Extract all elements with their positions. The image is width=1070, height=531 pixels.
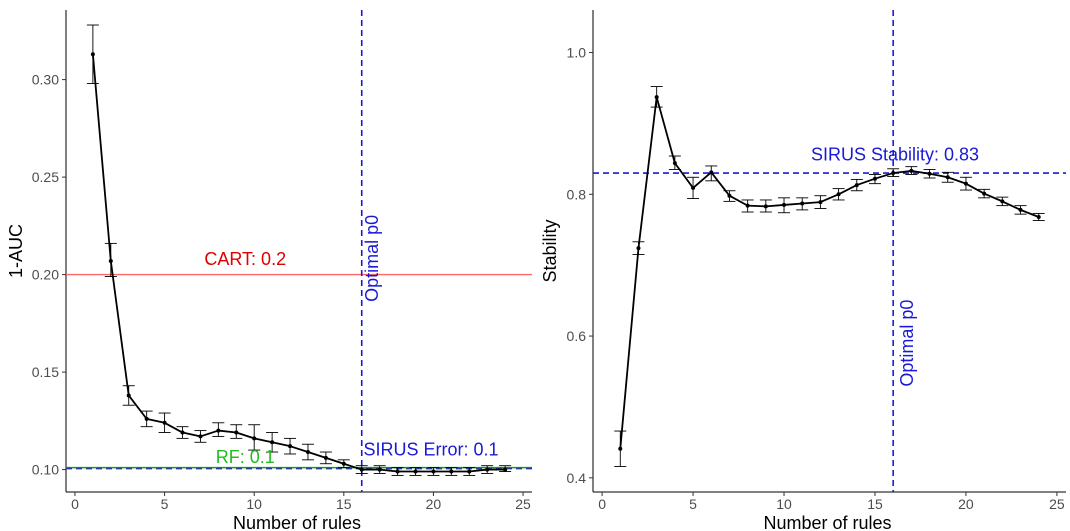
data-point [359, 467, 364, 472]
data-point [90, 52, 95, 57]
data-point [618, 446, 623, 451]
data-point [413, 469, 418, 474]
data-point [503, 467, 508, 472]
y-tick-label: 0.6 [567, 328, 587, 344]
x-tick-label: 5 [161, 496, 169, 512]
x-tick-label: 15 [867, 496, 883, 512]
y-tick-label: 0.15 [32, 364, 59, 380]
annotation-label: Optimal p0 [362, 215, 382, 302]
data-point [1018, 207, 1023, 212]
data-point [162, 420, 167, 425]
data-point [854, 183, 859, 188]
data-point [305, 450, 310, 455]
data-point [467, 469, 472, 474]
data-point [431, 469, 436, 474]
series-line [91, 54, 506, 473]
annotation-label: CART: 0.2 [204, 249, 286, 269]
data-point [891, 171, 896, 176]
annotation-label: SIRUS Stability: 0.83 [811, 144, 979, 164]
data-point [270, 440, 275, 445]
data-point [818, 200, 823, 205]
x-tick-label: 0 [71, 496, 79, 512]
data-point [1036, 214, 1041, 219]
data-point [927, 171, 932, 176]
data-point [377, 467, 382, 472]
x-tick-label: 10 [776, 496, 792, 512]
x-tick-label: 5 [689, 496, 697, 512]
data-point [727, 193, 732, 198]
data-point [636, 246, 641, 251]
data-point [672, 161, 677, 166]
data-point [945, 175, 950, 180]
data-point [709, 170, 714, 175]
data-point [449, 469, 454, 474]
data-point [691, 185, 696, 190]
data-point [485, 467, 490, 472]
data-point [395, 469, 400, 474]
y-tick-label: 0.30 [32, 72, 59, 88]
data-point [108, 258, 113, 263]
data-point [323, 455, 328, 460]
y-axis-label: 1-AUC [6, 224, 26, 278]
y-tick-label: 0.25 [32, 169, 59, 185]
x-tick-label: 25 [515, 496, 531, 512]
x-tick-label: 20 [958, 496, 974, 512]
y-tick-label: 0.4 [567, 470, 587, 486]
data-point [872, 176, 877, 181]
data-point [252, 436, 257, 441]
data-point [126, 393, 131, 398]
annotation-label: SIRUS Error: 0.1 [364, 440, 499, 460]
x-axis-label: Number of rules [763, 513, 891, 531]
error-chart: 0 5 10 15 20 25 0.10 0.15 0.20 0.25 0.30 Number of … [6, 10, 532, 531]
data-point [341, 461, 346, 466]
data-point [745, 203, 750, 208]
data-point [800, 201, 805, 206]
data-point [198, 434, 203, 439]
data-point [180, 430, 185, 435]
annotation-label: Optimal p0 [897, 300, 917, 387]
data-point [144, 416, 149, 421]
x-axis-label: Number of rules [233, 513, 361, 531]
data-point [909, 168, 914, 173]
x-tick-label: 25 [1049, 496, 1065, 512]
data-point [782, 202, 787, 207]
data-point [1000, 199, 1005, 204]
x-tick-label: 20 [426, 496, 442, 512]
data-point [763, 204, 768, 209]
x-tick-label: 15 [336, 496, 352, 512]
y-tick-label: 0.8 [567, 186, 587, 202]
x-tick-label: 0 [598, 496, 606, 512]
y-axis-label: Stability [540, 219, 560, 282]
stability-chart: 0 5 10 15 20 25 0.4 0.6 0.8 1.0 Number of rules Sta… [540, 10, 1066, 531]
x-tick-label: 10 [246, 496, 262, 512]
data-point [982, 191, 987, 196]
y-tick-label: 1.0 [567, 45, 587, 61]
annotation-label: RF: 0.1 [216, 447, 275, 467]
data-point [234, 430, 239, 435]
y-tick-label: 0.10 [32, 462, 59, 478]
y-tick-label: 0.20 [32, 267, 59, 283]
data-point [216, 428, 221, 433]
data-point [836, 192, 841, 197]
series-line [619, 96, 1040, 449]
data-point [963, 181, 968, 186]
data-point [288, 444, 293, 449]
data-point [654, 95, 659, 100]
